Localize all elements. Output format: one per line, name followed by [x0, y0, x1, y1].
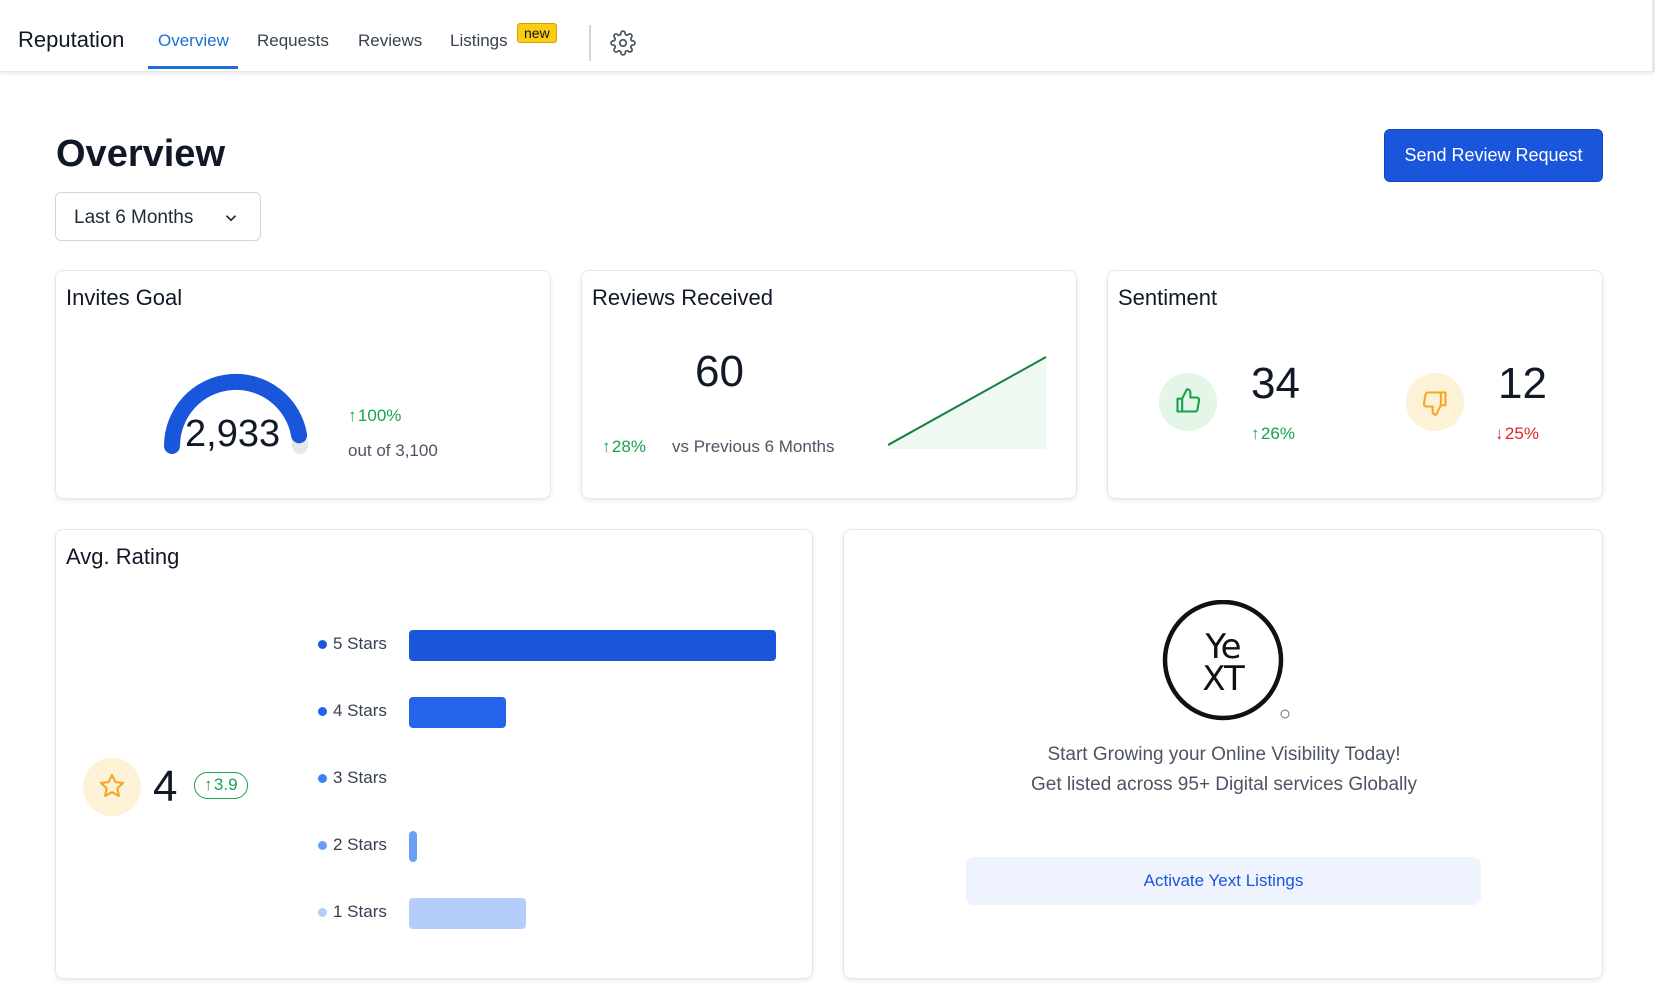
gear-icon[interactable]	[610, 30, 636, 56]
invites-goal-value: 2,933	[185, 413, 281, 455]
rating-label: 3 Stars	[333, 768, 387, 787]
arrow-up-icon: ↑	[602, 437, 611, 456]
arrow-down-icon: ↓	[1495, 424, 1504, 443]
positive-sentiment-value: 34	[1251, 359, 1300, 408]
app-title: Reputation	[18, 27, 125, 52]
legend-dot	[318, 774, 327, 783]
thumbs-up-icon	[1159, 373, 1217, 431]
positive-sentiment-change: ↑ 26%	[1251, 424, 1295, 443]
date-range-value: Last 6 Months	[74, 207, 194, 228]
tab-listings[interactable]: Listings	[450, 31, 508, 50]
card-title: Reviews Received	[592, 285, 773, 310]
card-title: Avg. Rating	[66, 544, 180, 569]
scrollbar[interactable]	[1652, 0, 1655, 72]
tab-reviews[interactable]: Reviews	[358, 31, 423, 50]
sentiment-card: Sentiment 34 ↑ 26% 12 ↓ 25%	[1107, 270, 1603, 499]
nav-divider	[589, 25, 591, 61]
reviews-received-value: 60	[695, 347, 744, 396]
rating-label: 2 Stars	[333, 835, 387, 854]
arrow-up-icon: ↑	[348, 406, 357, 425]
reviews-comparison: vs Previous 6 Months	[672, 437, 835, 456]
yext-headline: Start Growing your Online Visibility Tod…	[1047, 744, 1401, 765]
date-range-select[interactable]: Last 6 Months	[55, 192, 261, 241]
new-badge: new	[517, 23, 557, 43]
active-tab-indicator	[148, 66, 238, 69]
yext-subline: Get listed across 95+ Digital services G…	[1031, 774, 1417, 795]
invites-out-of: out of 3,100	[348, 441, 438, 460]
rating-bar	[409, 630, 776, 661]
star-icon	[83, 758, 141, 816]
yext-logo: Ye XT	[1162, 600, 1290, 721]
svg-text:Ye: Ye	[1204, 627, 1240, 667]
negative-sentiment-value: 12	[1498, 359, 1547, 408]
rating-bar	[409, 898, 526, 929]
reviews-change: ↑ 28%	[602, 437, 646, 456]
rating-bar	[409, 831, 417, 862]
arrow-up-icon: ↑	[204, 775, 213, 794]
rating-label: 5 Stars	[333, 634, 387, 653]
activate-yext-listings-button[interactable]: Activate Yext Listings	[966, 857, 1481, 905]
arrow-up-icon: ↑	[1251, 424, 1260, 443]
legend-dot	[318, 640, 327, 649]
legend-dot	[318, 841, 327, 850]
top-nav: Reputation Overview Requests Reviews Lis…	[0, 0, 1655, 72]
invites-gauge	[163, 373, 308, 454]
rating-label: 1 Stars	[333, 902, 387, 921]
avg-rating-card: Avg. Rating 4 ↑ 3.9 5 Stars 4 Stars 3 Star…	[55, 529, 813, 979]
chevron-down-icon	[225, 215, 237, 222]
reviews-trend-sparkline	[888, 356, 1047, 449]
invites-goal-card: Invites Goal 2,933 ↑ 100% out of 3,100	[55, 270, 551, 499]
invites-change: ↑ 100%	[348, 406, 402, 425]
legend-dot	[318, 908, 327, 917]
card-title: Invites Goal	[66, 285, 183, 310]
legend-dot	[318, 707, 327, 716]
card-title: Sentiment	[1118, 285, 1218, 310]
yext-promo-card: Ye XT Start Growing your Online Visibili…	[843, 529, 1603, 979]
tab-overview[interactable]: Overview	[158, 31, 229, 50]
page-title: Overview	[56, 133, 225, 175]
avg-rating-change-badge: ↑ 3.9	[194, 772, 248, 799]
avg-rating-value: 4	[153, 762, 178, 811]
tab-requests[interactable]: Requests	[257, 31, 329, 50]
rating-bar	[409, 697, 506, 728]
svg-text:XT: XT	[1202, 659, 1245, 699]
rating-label: 4 Stars	[333, 701, 387, 720]
reviews-received-card: Reviews Received 60 ↑ 28% vs Previous 6 …	[581, 270, 1077, 499]
send-review-request-button[interactable]: Send Review Request	[1384, 129, 1603, 182]
negative-sentiment-change: ↓ 25%	[1495, 424, 1539, 443]
thumbs-down-icon	[1406, 373, 1464, 431]
